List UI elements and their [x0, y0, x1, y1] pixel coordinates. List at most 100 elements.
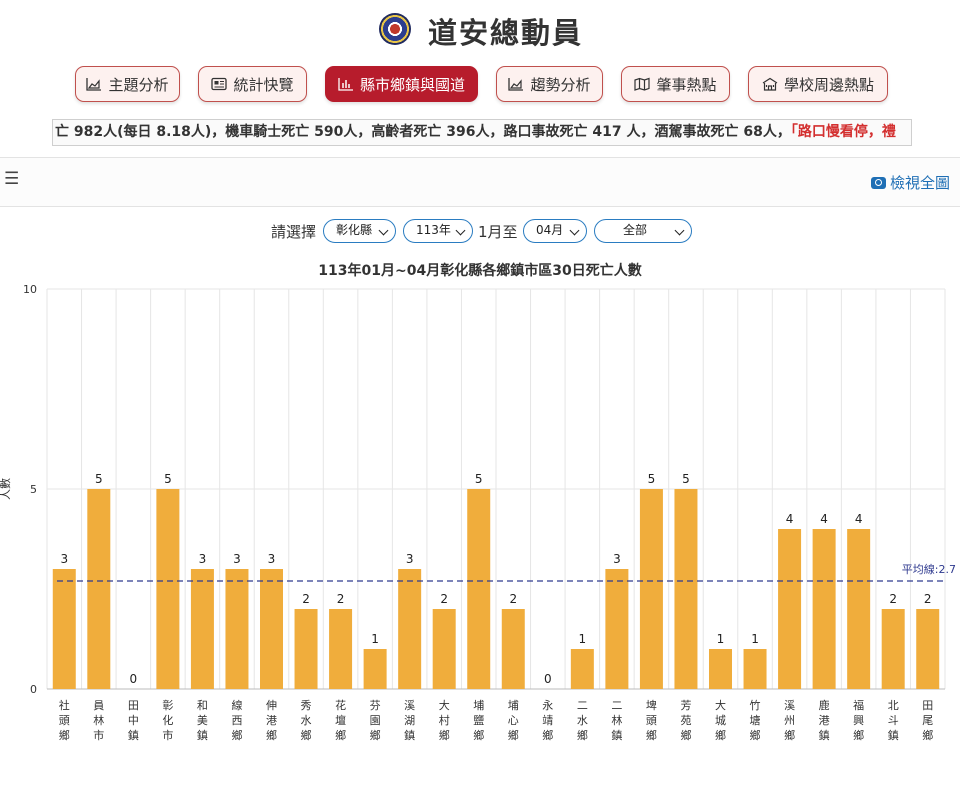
bar	[87, 489, 111, 689]
data-label: 5	[164, 472, 172, 486]
x-tick-label: 埤頭鄉	[646, 699, 657, 742]
x-tick-label: 二水鄉	[577, 699, 588, 742]
nav-accident-hotspots[interactable]: 肇事熱點	[621, 66, 730, 102]
x-tick-label: 大城鄉	[715, 698, 726, 742]
x-tick-label: 田尾鄉	[922, 699, 933, 742]
x-tick-label: 埔鹽鄉	[473, 699, 484, 742]
from-month-label: 1月至	[478, 223, 518, 241]
chevron-down-icon	[455, 225, 466, 236]
site-header: 道安總動員	[0, 8, 960, 52]
county-select-value: 彰化縣	[336, 223, 373, 237]
bar-chart-icon	[338, 78, 353, 91]
nav-trend-analysis[interactable]: 趨勢分析	[496, 66, 603, 102]
y-tick-label: 10	[23, 283, 37, 296]
bar	[294, 609, 318, 689]
data-label: 2	[509, 592, 517, 606]
x-tick-label: 北斗鎮	[888, 699, 899, 742]
main-nav: 主題分析 統計快覽 縣市鄉鎮與國道 趨勢分析 肇事熱點 學校周邊熱點	[0, 66, 960, 104]
data-label: 3	[268, 552, 276, 566]
category-select-value: 全部	[623, 223, 648, 237]
year-select-value: 113年	[416, 223, 451, 237]
x-tick-label: 二林鎮	[611, 699, 622, 742]
camera-icon	[870, 176, 886, 189]
nav-county-highway[interactable]: 縣市鄉鎮與國道	[325, 66, 478, 102]
bar	[52, 569, 76, 689]
data-label: 0	[130, 672, 138, 686]
data-label: 1	[371, 632, 379, 646]
bar	[709, 649, 732, 689]
data-label: 3	[613, 552, 621, 566]
view-full-label: 檢視全圖	[889, 174, 950, 192]
bar	[605, 569, 629, 689]
data-label: 2	[889, 592, 897, 606]
data-label: 0	[544, 672, 552, 686]
month-select-value: 04月	[536, 223, 564, 237]
filter-prompt: 請選擇	[271, 223, 317, 241]
x-tick-label: 社頭鄉	[59, 698, 70, 742]
data-label: 4	[855, 512, 863, 526]
data-label: 5	[95, 472, 103, 486]
bar	[743, 649, 767, 689]
data-label: 3	[60, 552, 68, 566]
nav-stats-overview[interactable]: 統計快覽	[198, 66, 307, 102]
newspaper-icon	[211, 77, 228, 91]
nav-label: 學校周邊熱點	[783, 75, 874, 94]
bar	[225, 569, 249, 689]
bar	[501, 609, 525, 689]
view-full-button[interactable]: 檢視全圖	[870, 172, 950, 193]
ticker-highlight: 「路口慢看停，禮	[790, 124, 896, 140]
x-tick-label: 溪湖鎮	[404, 699, 415, 742]
chevron-down-icon	[569, 225, 580, 236]
county-select[interactable]: 彰化縣	[323, 219, 396, 243]
data-label: 3	[199, 552, 207, 566]
average-line-label: 平均線:2.7	[902, 562, 956, 576]
data-label: 2	[337, 592, 345, 606]
data-label: 2	[440, 592, 448, 606]
month-select[interactable]: 04月	[523, 219, 587, 243]
filter-bar: 請選擇 彰化縣 113年 1月至 04月 全部	[0, 219, 960, 245]
year-select[interactable]: 113年	[403, 219, 473, 243]
data-label: 1	[579, 632, 587, 646]
x-tick-label: 彰化市	[162, 698, 173, 742]
nav-label: 縣市鄉鎮與國道	[359, 75, 465, 94]
category-select[interactable]: 全部	[594, 219, 692, 243]
x-tick-label: 永靖鄉	[542, 698, 553, 742]
bar	[916, 609, 940, 689]
x-tick-label: 線西鄉	[231, 698, 242, 742]
data-label: 1	[751, 632, 759, 646]
x-tick-label: 伸港鄉	[266, 699, 277, 742]
x-tick-label: 溪州鄉	[784, 699, 795, 742]
data-label: 4	[820, 512, 828, 526]
bar	[674, 489, 698, 689]
y-tick-label: 0	[30, 683, 37, 696]
data-label: 2	[924, 592, 932, 606]
x-tick-label: 田中鎮	[128, 699, 139, 742]
hamburger-icon[interactable]: ☰	[4, 169, 20, 189]
bar	[329, 609, 353, 689]
map-icon	[634, 77, 651, 91]
bar	[156, 489, 180, 689]
x-tick-label: 秀水鄉	[301, 699, 312, 742]
site-title: 道安總動員	[428, 16, 584, 50]
bar	[639, 489, 663, 689]
nav-label: 主題分析	[108, 75, 169, 94]
bar	[847, 529, 871, 689]
chevron-down-icon	[674, 225, 685, 236]
x-tick-label: 花壇鄉	[335, 699, 346, 742]
nav-theme-analysis[interactable]: 主題分析	[75, 66, 180, 102]
deaths-bar-chart: 113年01月~04月彰化縣各鄉鎮市區30日死亡人數0510人數3社頭鄉5員林市…	[0, 262, 956, 742]
x-tick-label: 埔心鄉	[508, 699, 519, 742]
nav-school-hotspots[interactable]: 學校周邊熱點	[748, 66, 888, 102]
x-tick-label: 福興鄉	[853, 698, 864, 742]
data-label: 1	[717, 632, 725, 646]
data-label: 3	[406, 552, 414, 566]
y-axis-label: 人數	[0, 478, 12, 500]
bar	[881, 609, 905, 689]
x-tick-label: 芳苑鄉	[680, 698, 691, 742]
data-label: 3	[233, 552, 241, 566]
x-tick-label: 員林市	[93, 699, 104, 742]
bar	[398, 569, 422, 689]
data-label: 5	[682, 472, 690, 486]
bar	[190, 569, 214, 689]
school-icon	[762, 77, 778, 91]
